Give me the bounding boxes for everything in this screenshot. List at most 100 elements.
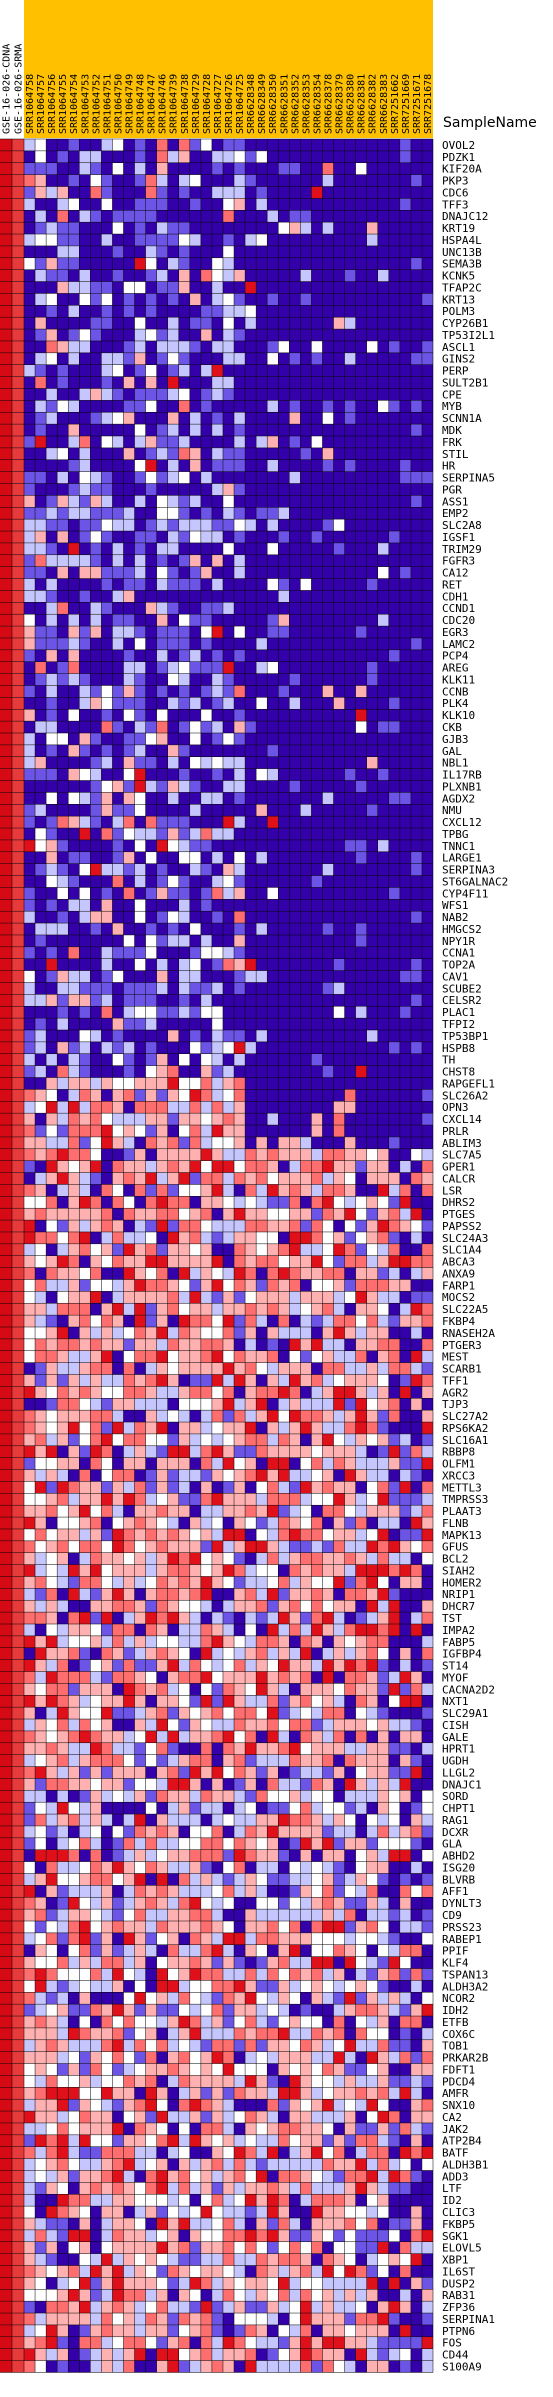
heatmap-cell [234,923,246,935]
heatmap-cell [256,376,268,389]
heatmap-cell [278,554,290,567]
colorbar-cell [12,1659,24,1672]
heatmap-cell [245,1445,257,1458]
heatmap-cell [68,602,80,615]
heatmap-cell [222,269,235,282]
colorbar-cell [12,899,24,912]
heatmap-cell [79,1006,91,1019]
heatmap-cell [79,602,91,615]
heatmap-cell [156,245,168,258]
heatmap-cell [267,1398,279,1411]
heatmap-cell [123,792,135,805]
heatmap-cell [300,1410,312,1423]
heatmap-cell [421,542,433,555]
heatmap-cell [46,637,58,650]
heatmap-cell [145,186,157,199]
heatmap-cell [134,436,146,448]
heatmap-cell [377,875,389,888]
heatmap-cell [35,1410,47,1423]
heatmap-cell [167,198,179,211]
heatmap-cell [134,317,146,330]
heatmap-cell [289,721,301,733]
heatmap-cell [46,1220,58,1232]
heatmap-cell [46,1315,58,1327]
heatmap-cell [234,1564,246,1577]
heatmap-cell [333,1160,345,1173]
heatmap-cell [134,1148,146,1161]
heatmap-cell [35,1303,47,1316]
heatmap-cell [344,1279,356,1292]
heatmap-cell [300,1528,312,1541]
heatmap-cell [156,1481,168,1494]
heatmap-cell [200,1362,212,1375]
colorbar-cell [0,1980,12,1993]
heatmap-cell [289,269,301,282]
heatmap-cell [101,1136,113,1149]
heatmap-cell [344,1196,356,1209]
heatmap-cell [234,1374,246,1387]
heatmap-cell [123,709,135,722]
heatmap-cell [79,519,91,532]
heatmap-cell [167,1493,179,1506]
heatmap-cell [311,828,323,840]
heatmap-cell [35,578,47,591]
heatmap-cell [189,317,201,330]
heatmap-cell [189,483,201,496]
heatmap-cell [267,447,279,460]
heatmap-cell [399,340,411,353]
heatmap-cell [278,1231,290,1244]
heatmap-cell [211,899,223,912]
heatmap-cell [178,1030,190,1042]
heatmap-cell [123,863,135,876]
heatmap-cell [388,946,400,959]
heatmap-cell [79,162,91,175]
heatmap-cell [68,1184,80,1197]
heatmap-cell [322,816,334,829]
heatmap-cell [178,447,190,460]
heatmap-cell [234,1540,246,1553]
heatmap-cell [399,590,411,603]
heatmap-cell [245,566,257,579]
heatmap-cell [145,1564,157,1577]
heatmap-cell [278,1315,290,1327]
heatmap-cell [245,792,257,805]
colorbar-cell [12,1386,24,1399]
heatmap-cell [289,400,301,413]
heatmap-cell [355,1362,367,1375]
colorbar-cell [12,1125,24,1137]
heatmap-cell [178,1255,190,1268]
colorbar-cell [12,2134,24,2147]
heatmap-cell [245,1315,257,1327]
heatmap-cell [57,1374,69,1387]
heatmap-cell [123,566,135,579]
heatmap-cell [200,887,212,900]
heatmap-cell [101,1576,113,1589]
heatmap-cell [57,507,69,520]
heatmap-cell [278,1552,290,1565]
heatmap-cell [156,340,168,353]
heatmap-cell [57,1220,69,1232]
colorbar-cell [0,1208,12,1221]
heatmap-cell [355,1350,367,1363]
heatmap-cell [267,1588,279,1601]
heatmap-cell [234,744,246,757]
heatmap-cell [267,614,279,627]
heatmap-cell [267,792,279,805]
heatmap-cell [90,637,102,650]
heatmap-cell [101,1386,113,1399]
heatmap-cell [410,578,422,591]
heatmap-cell [167,637,179,650]
heatmap-cell [333,887,345,900]
heatmap-cell [178,994,190,1007]
heatmap-cell [46,1041,58,1054]
heatmap-cell [123,1576,135,1589]
heatmap-cell [79,1528,91,1541]
heatmap-cell [79,222,91,235]
heatmap-cell [200,245,212,258]
heatmap-cell [333,697,345,710]
heatmap-cell [410,590,422,603]
heatmap-cell [200,542,212,555]
heatmap-cell [101,673,113,686]
heatmap-cell [35,614,47,627]
heatmap-cell [278,590,290,603]
